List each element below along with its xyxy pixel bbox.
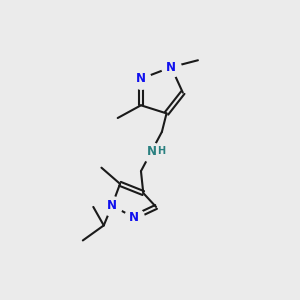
Text: N: N [129, 211, 139, 224]
Text: N: N [146, 145, 156, 158]
Text: N: N [136, 72, 146, 85]
Text: N: N [166, 61, 176, 74]
Text: H: H [157, 146, 165, 156]
Text: N: N [107, 199, 117, 212]
